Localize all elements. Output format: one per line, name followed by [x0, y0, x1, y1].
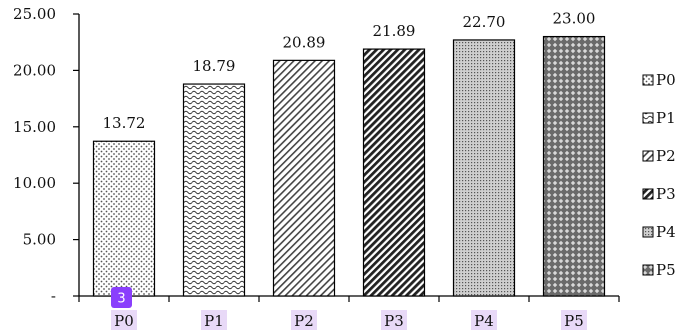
x-label-highlight [111, 310, 137, 330]
legend-swatch-p4 [642, 226, 654, 238]
y-axis: - 5.00 10.00 15.00 20.00 25.00 [13, 5, 80, 305]
x-label-highlight [201, 310, 227, 330]
data-label-p2: 20.89 [283, 33, 326, 51]
y-tick-label: 10.00 [13, 174, 56, 192]
legend-label-p5: P5 [656, 261, 676, 279]
legend-swatch-p1 [642, 112, 654, 124]
legend-swatch-p0 [642, 74, 654, 86]
bar-p0 [92, 140, 156, 297]
x-tick-label-p3: P3 [384, 312, 404, 330]
bar-p1 [182, 83, 246, 297]
bar-p5 [542, 35, 606, 297]
x-label-highlight [291, 310, 317, 330]
legend-label-p4: P4 [656, 223, 676, 241]
bars [92, 35, 606, 297]
x-tick-label-p5: P5 [564, 312, 584, 330]
x-label-highlight [471, 310, 497, 330]
y-tick-label: 25.00 [13, 5, 56, 23]
legend-label-p2: P2 [656, 147, 676, 165]
x-axis [78, 295, 620, 302]
data-labels: 13.72 18.79 20.89 21.89 22.70 23.00 [103, 10, 596, 133]
x-tick-label-p1: P1 [204, 312, 224, 330]
x-tick-label-p0: P0 [114, 312, 134, 330]
data-label-p0: 13.72 [103, 114, 146, 132]
legend-swatch-p3 [642, 188, 654, 200]
data-label-p5: 23.00 [553, 10, 596, 28]
marker-badge: 3 [111, 287, 132, 308]
legend-label-p3: P3 [656, 185, 676, 203]
x-tick-label-p2: P2 [294, 312, 314, 330]
data-label-p1: 18.79 [193, 57, 236, 75]
bar-p4 [452, 39, 516, 297]
x-labels: P0 P1 P2 P3 P4 P5 [111, 310, 587, 330]
bar-p2 [272, 59, 336, 297]
badge-background [111, 287, 132, 308]
legend-swatch-p5 [642, 264, 654, 276]
badge-text: 3 [117, 292, 125, 307]
x-label-highlight [561, 310, 587, 330]
y-tick-label: 15.00 [13, 118, 56, 136]
legend: P0 P1 P2 P3 P4 P5 [642, 71, 676, 279]
bar-p3 [362, 48, 426, 297]
y-tick-label: 5.00 [23, 231, 56, 249]
data-label-p3: 21.89 [373, 22, 416, 40]
legend-label-p0: P0 [656, 71, 676, 89]
data-label-p4: 22.70 [463, 13, 506, 31]
legend-label-p1: P1 [656, 109, 676, 127]
legend-swatch-p2 [642, 150, 654, 162]
y-tick-label: - [51, 287, 56, 305]
y-tick-label: 20.00 [13, 61, 56, 79]
x-label-highlight [381, 310, 407, 330]
x-tick-label-p4: P4 [474, 312, 494, 330]
